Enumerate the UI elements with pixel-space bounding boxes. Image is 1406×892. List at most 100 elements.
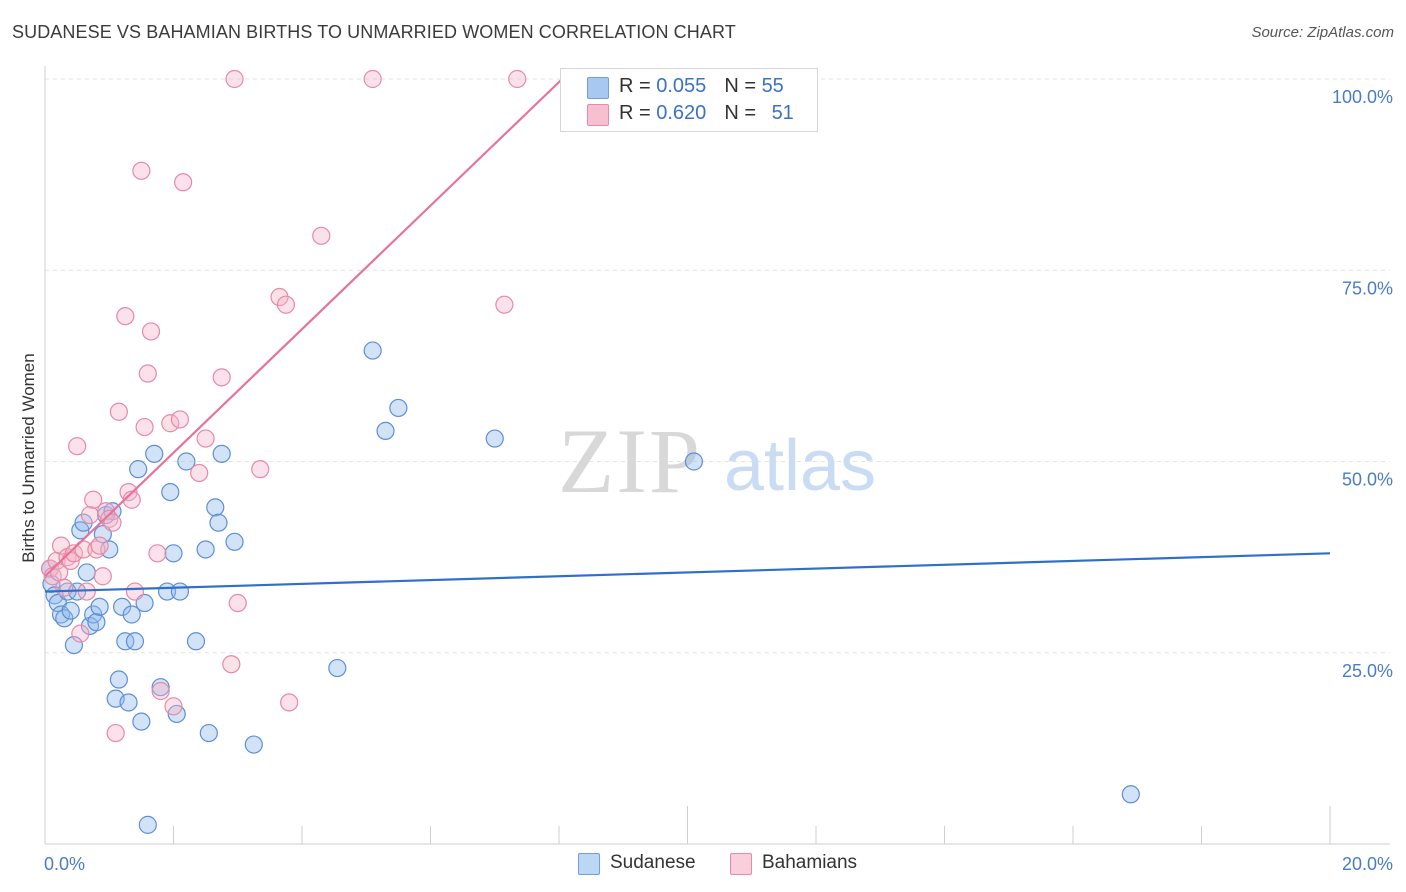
point-bahamians[interactable] xyxy=(225,69,244,89)
point-bahamians[interactable] xyxy=(174,173,193,192)
point-bahamians[interactable] xyxy=(84,490,103,509)
point-sudanese[interactable] xyxy=(389,398,408,418)
legend-swatch-sudanese xyxy=(578,853,600,875)
point-sudanese[interactable] xyxy=(212,444,231,463)
point-sudanese[interactable] xyxy=(90,597,109,616)
point-bahamians[interactable] xyxy=(251,460,270,479)
point-sudanese[interactable] xyxy=(376,421,395,440)
point-bahamians[interactable] xyxy=(106,723,125,743)
trend-line-sudanese xyxy=(44,552,1331,593)
point-sudanese[interactable] xyxy=(209,513,228,532)
point-bahamians[interactable] xyxy=(363,69,382,89)
point-bahamians[interactable] xyxy=(125,582,145,601)
point-bahamians[interactable] xyxy=(148,544,167,563)
trend-line-bahamians xyxy=(44,78,563,578)
point-bahamians[interactable] xyxy=(228,593,247,613)
point-bahamians[interactable] xyxy=(212,368,231,387)
point-sudanese[interactable] xyxy=(100,540,119,559)
point-sudanese[interactable] xyxy=(244,735,263,754)
x-tick-label: 20.0% xyxy=(1342,854,1393,874)
point-sudanese[interactable] xyxy=(186,632,206,651)
point-sudanese[interactable] xyxy=(196,540,215,559)
point-bahamians[interactable] xyxy=(161,414,180,433)
point-sudanese[interactable] xyxy=(206,498,225,517)
point-bahamians[interactable] xyxy=(93,567,112,586)
point-sudanese[interactable] xyxy=(77,563,96,582)
point-bahamians[interactable] xyxy=(109,402,128,421)
source-label: Source: ZipAtlas.com xyxy=(1251,24,1394,41)
point-sudanese[interactable] xyxy=(363,341,382,360)
point-bahamians[interactable] xyxy=(80,505,100,525)
legend-n-value: 51 xyxy=(771,102,794,124)
point-bahamians[interactable] xyxy=(64,544,84,563)
y-tick-labels: 25.0% 50.0% 75.0% 100.0% xyxy=(1332,87,1393,681)
point-sudanese[interactable] xyxy=(109,670,128,689)
point-bahamians[interactable] xyxy=(222,655,241,674)
legend-n-label: N = xyxy=(724,102,762,124)
point-sudanese[interactable] xyxy=(116,632,135,651)
watermark-zip: ZIP xyxy=(558,410,702,512)
point-sudanese[interactable] xyxy=(225,532,244,551)
point-bahamians[interactable] xyxy=(312,226,331,245)
point-sudanese[interactable] xyxy=(1121,785,1140,804)
point-sudanese[interactable] xyxy=(151,678,170,697)
point-bahamians[interactable] xyxy=(90,536,109,555)
y-tick-label: 25.0% xyxy=(1342,661,1393,681)
legend-swatch-bahamians xyxy=(730,853,752,875)
point-sudanese[interactable] xyxy=(119,693,138,712)
point-bahamians[interactable] xyxy=(141,322,161,341)
point-bahamians[interactable] xyxy=(103,513,122,532)
point-sudanese[interactable] xyxy=(138,815,157,834)
point-bahamians[interactable] xyxy=(138,364,157,383)
chart-title: SUDANESE VS BAHAMIAN BIRTHS TO UNMARRIED… xyxy=(12,22,736,42)
point-bahamians[interactable] xyxy=(190,463,209,483)
point-bahamians[interactable] xyxy=(164,697,183,716)
point-sudanese[interactable] xyxy=(145,444,164,463)
point-bahamians[interactable] xyxy=(495,295,514,314)
point-bahamians[interactable] xyxy=(276,295,296,314)
point-bahamians[interactable] xyxy=(71,624,90,643)
point-bahamians[interactable] xyxy=(135,417,154,437)
point-bahamians[interactable] xyxy=(280,693,299,712)
point-sudanese[interactable] xyxy=(684,452,704,471)
point-sudanese[interactable] xyxy=(132,712,151,731)
point-bahamians[interactable] xyxy=(116,307,135,326)
point-sudanese[interactable] xyxy=(125,632,145,651)
point-bahamians[interactable] xyxy=(132,161,151,180)
watermark-atlas: atlas xyxy=(724,426,876,506)
point-sudanese[interactable] xyxy=(485,429,504,448)
watermark: ZIP atlas xyxy=(558,410,876,512)
legend-swatch-bahamians xyxy=(587,104,609,126)
point-bahamians[interactable] xyxy=(170,410,190,429)
point-sudanese[interactable] xyxy=(112,597,132,616)
y-axis-label: Births to Unmarried Women xyxy=(19,353,38,562)
legend-r-value: 0.055 xyxy=(656,75,707,97)
y-tick-label: 50.0% xyxy=(1342,470,1393,490)
axes xyxy=(44,66,1390,845)
point-sudanese[interactable] xyxy=(122,605,141,624)
trend-lines xyxy=(44,78,1331,593)
x-tick-labels: 0.0% 20.0% xyxy=(44,854,1393,874)
point-sudanese[interactable] xyxy=(161,483,180,502)
legend-n-label: N = xyxy=(724,75,762,97)
point-sudanese[interactable] xyxy=(61,601,80,620)
point-sudanese[interactable] xyxy=(87,613,106,632)
point-bahamians[interactable] xyxy=(508,69,527,89)
x-tick-label: 0.0% xyxy=(44,854,85,874)
point-sudanese[interactable] xyxy=(199,723,218,743)
point-sudanese[interactable] xyxy=(129,460,148,479)
point-bahamians[interactable] xyxy=(55,578,74,597)
point-sudanese[interactable] xyxy=(177,452,196,471)
point-sudanese[interactable] xyxy=(64,635,84,655)
legend-r-value: 0.620 xyxy=(656,102,707,124)
point-sudanese[interactable] xyxy=(170,582,190,601)
point-bahamians[interactable] xyxy=(151,681,170,701)
point-sudanese[interactable] xyxy=(164,544,183,563)
point-bahamians[interactable] xyxy=(68,437,87,456)
point-sudanese[interactable] xyxy=(328,658,347,678)
series-legend: Sudanese Bahamians xyxy=(0,852,1406,878)
stats-legend: R = 0.055 N = 55 R = 0.620 N = 51 xyxy=(560,68,818,132)
point-bahamians[interactable] xyxy=(196,429,215,448)
y-tick-label: 100.0% xyxy=(1332,87,1393,107)
